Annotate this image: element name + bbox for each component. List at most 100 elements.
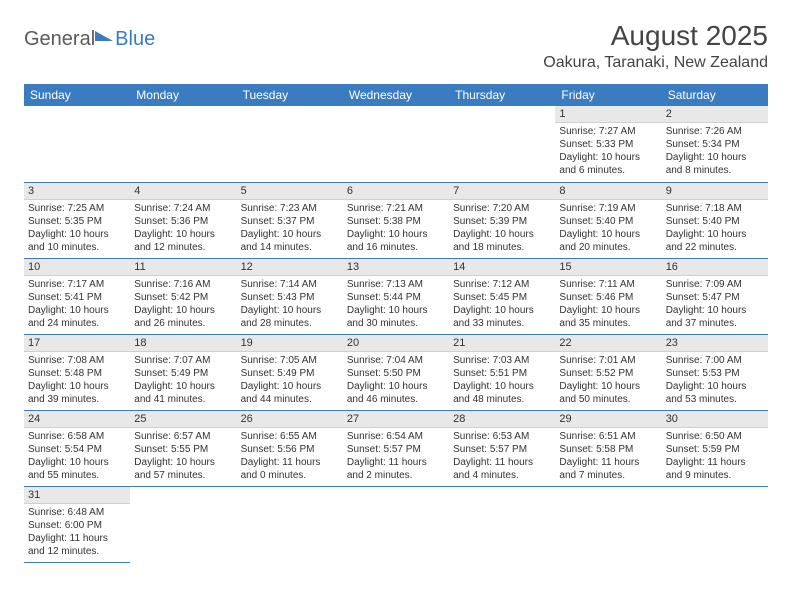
calendar-day-cell: 22Sunrise: 7:01 AMSunset: 5:52 PMDayligh… xyxy=(555,334,661,410)
sunset-text: Sunset: 5:37 PM xyxy=(241,215,339,228)
daylight-text: Daylight: 10 hours and 44 minutes. xyxy=(241,380,339,406)
sunset-text: Sunset: 5:54 PM xyxy=(28,443,126,456)
page-title: August 2025 xyxy=(543,20,768,52)
day-details: Sunrise: 7:12 AMSunset: 5:45 PMDaylight:… xyxy=(449,276,555,332)
day-number: 13 xyxy=(343,259,449,276)
daylight-text: Daylight: 10 hours and 16 minutes. xyxy=(347,228,445,254)
sunset-text: Sunset: 5:38 PM xyxy=(347,215,445,228)
calendar-day-cell xyxy=(130,486,236,562)
sunset-text: Sunset: 5:51 PM xyxy=(453,367,551,380)
day-number: 12 xyxy=(237,259,343,276)
day-details: Sunrise: 6:51 AMSunset: 5:58 PMDaylight:… xyxy=(555,428,661,484)
calendar-day-cell: 7Sunrise: 7:20 AMSunset: 5:39 PMDaylight… xyxy=(449,182,555,258)
daylight-text: Daylight: 10 hours and 12 minutes. xyxy=(134,228,232,254)
day-details: Sunrise: 7:16 AMSunset: 5:42 PMDaylight:… xyxy=(130,276,236,332)
day-number: 4 xyxy=(130,183,236,200)
sunrise-text: Sunrise: 7:01 AM xyxy=(559,354,657,367)
day-details: Sunrise: 7:19 AMSunset: 5:40 PMDaylight:… xyxy=(555,200,661,256)
weekday-header: Wednesday xyxy=(343,84,449,106)
sunset-text: Sunset: 5:56 PM xyxy=(241,443,339,456)
calendar-day-cell: 26Sunrise: 6:55 AMSunset: 5:56 PMDayligh… xyxy=(237,410,343,486)
day-number: 9 xyxy=(662,183,768,200)
daylight-text: Daylight: 10 hours and 26 minutes. xyxy=(134,304,232,330)
day-details: Sunrise: 7:26 AMSunset: 5:34 PMDaylight:… xyxy=(662,123,768,179)
calendar-day-cell: 20Sunrise: 7:04 AMSunset: 5:50 PMDayligh… xyxy=(343,334,449,410)
calendar-day-cell: 14Sunrise: 7:12 AMSunset: 5:45 PMDayligh… xyxy=(449,258,555,334)
sunrise-text: Sunrise: 6:53 AM xyxy=(453,430,551,443)
calendar-day-cell: 11Sunrise: 7:16 AMSunset: 5:42 PMDayligh… xyxy=(130,258,236,334)
calendar-day-cell xyxy=(555,486,661,562)
day-number: 23 xyxy=(662,335,768,352)
daylight-text: Daylight: 10 hours and 18 minutes. xyxy=(453,228,551,254)
daylight-text: Daylight: 10 hours and 55 minutes. xyxy=(28,456,126,482)
sunrise-text: Sunrise: 7:04 AM xyxy=(347,354,445,367)
day-details: Sunrise: 7:08 AMSunset: 5:48 PMDaylight:… xyxy=(24,352,130,408)
sunset-text: Sunset: 5:58 PM xyxy=(559,443,657,456)
day-details: Sunrise: 7:20 AMSunset: 5:39 PMDaylight:… xyxy=(449,200,555,256)
sunset-text: Sunset: 5:52 PM xyxy=(559,367,657,380)
calendar-day-cell: 9Sunrise: 7:18 AMSunset: 5:40 PMDaylight… xyxy=(662,182,768,258)
sunset-text: Sunset: 5:36 PM xyxy=(134,215,232,228)
weekday-header: Monday xyxy=(130,84,236,106)
calendar-day-cell: 19Sunrise: 7:05 AMSunset: 5:49 PMDayligh… xyxy=(237,334,343,410)
sunset-text: Sunset: 5:40 PM xyxy=(559,215,657,228)
calendar-day-cell: 29Sunrise: 6:51 AMSunset: 5:58 PMDayligh… xyxy=(555,410,661,486)
day-number: 14 xyxy=(449,259,555,276)
sunset-text: Sunset: 6:00 PM xyxy=(28,519,126,532)
day-number: 7 xyxy=(449,183,555,200)
sunrise-text: Sunrise: 6:51 AM xyxy=(559,430,657,443)
calendar-day-cell: 8Sunrise: 7:19 AMSunset: 5:40 PMDaylight… xyxy=(555,182,661,258)
day-number: 11 xyxy=(130,259,236,276)
day-details: Sunrise: 7:11 AMSunset: 5:46 PMDaylight:… xyxy=(555,276,661,332)
sunset-text: Sunset: 5:39 PM xyxy=(453,215,551,228)
day-details: Sunrise: 6:57 AMSunset: 5:55 PMDaylight:… xyxy=(130,428,236,484)
sunset-text: Sunset: 5:57 PM xyxy=(347,443,445,456)
calendar-day-cell: 12Sunrise: 7:14 AMSunset: 5:43 PMDayligh… xyxy=(237,258,343,334)
day-details: Sunrise: 7:25 AMSunset: 5:35 PMDaylight:… xyxy=(24,200,130,256)
sunrise-text: Sunrise: 6:55 AM xyxy=(241,430,339,443)
day-details: Sunrise: 7:24 AMSunset: 5:36 PMDaylight:… xyxy=(130,200,236,256)
daylight-text: Daylight: 10 hours and 20 minutes. xyxy=(559,228,657,254)
sunrise-text: Sunrise: 6:57 AM xyxy=(134,430,232,443)
sunset-text: Sunset: 5:44 PM xyxy=(347,291,445,304)
day-details: Sunrise: 7:09 AMSunset: 5:47 PMDaylight:… xyxy=(662,276,768,332)
sunrise-text: Sunrise: 6:54 AM xyxy=(347,430,445,443)
daylight-text: Daylight: 11 hours and 7 minutes. xyxy=(559,456,657,482)
sunrise-text: Sunrise: 7:23 AM xyxy=(241,202,339,215)
day-details: Sunrise: 7:03 AMSunset: 5:51 PMDaylight:… xyxy=(449,352,555,408)
day-details: Sunrise: 6:58 AMSunset: 5:54 PMDaylight:… xyxy=(24,428,130,484)
day-number: 20 xyxy=(343,335,449,352)
daylight-text: Daylight: 10 hours and 8 minutes. xyxy=(666,151,764,177)
daylight-text: Daylight: 10 hours and 28 minutes. xyxy=(241,304,339,330)
calendar-week-row: 31Sunrise: 6:48 AMSunset: 6:00 PMDayligh… xyxy=(24,486,768,562)
sunrise-text: Sunrise: 7:19 AM xyxy=(559,202,657,215)
sail-icon xyxy=(95,31,113,41)
calendar-day-cell xyxy=(24,106,130,182)
daylight-text: Daylight: 10 hours and 35 minutes. xyxy=(559,304,657,330)
day-details: Sunrise: 7:05 AMSunset: 5:49 PMDaylight:… xyxy=(237,352,343,408)
sunset-text: Sunset: 5:57 PM xyxy=(453,443,551,456)
daylight-text: Daylight: 10 hours and 57 minutes. xyxy=(134,456,232,482)
day-number: 5 xyxy=(237,183,343,200)
calendar-day-cell: 23Sunrise: 7:00 AMSunset: 5:53 PMDayligh… xyxy=(662,334,768,410)
day-number: 30 xyxy=(662,411,768,428)
sunset-text: Sunset: 5:55 PM xyxy=(134,443,232,456)
day-number: 29 xyxy=(555,411,661,428)
day-number: 8 xyxy=(555,183,661,200)
calendar-day-cell: 16Sunrise: 7:09 AMSunset: 5:47 PMDayligh… xyxy=(662,258,768,334)
calendar-day-cell: 21Sunrise: 7:03 AMSunset: 5:51 PMDayligh… xyxy=(449,334,555,410)
page-subtitle: Oakura, Taranaki, New Zealand xyxy=(543,54,768,72)
sunrise-text: Sunrise: 6:50 AM xyxy=(666,430,764,443)
day-details: Sunrise: 6:48 AMSunset: 6:00 PMDaylight:… xyxy=(24,504,130,560)
sunrise-text: Sunrise: 7:21 AM xyxy=(347,202,445,215)
calendar-body: 1Sunrise: 7:27 AMSunset: 5:33 PMDaylight… xyxy=(24,106,768,562)
sunset-text: Sunset: 5:49 PM xyxy=(241,367,339,380)
weekday-header: Tuesday xyxy=(237,84,343,106)
sunset-text: Sunset: 5:53 PM xyxy=(666,367,764,380)
daylight-text: Daylight: 10 hours and 39 minutes. xyxy=(28,380,126,406)
day-details: Sunrise: 7:07 AMSunset: 5:49 PMDaylight:… xyxy=(130,352,236,408)
weekday-header: Sunday xyxy=(24,84,130,106)
daylight-text: Daylight: 11 hours and 12 minutes. xyxy=(28,532,126,558)
daylight-text: Daylight: 10 hours and 50 minutes. xyxy=(559,380,657,406)
day-number: 17 xyxy=(24,335,130,352)
